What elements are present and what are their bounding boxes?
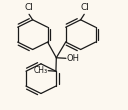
Text: CH₃: CH₃: [34, 66, 48, 75]
Text: Cl: Cl: [80, 3, 89, 12]
Text: Cl: Cl: [24, 3, 33, 12]
Text: OH: OH: [67, 54, 80, 63]
